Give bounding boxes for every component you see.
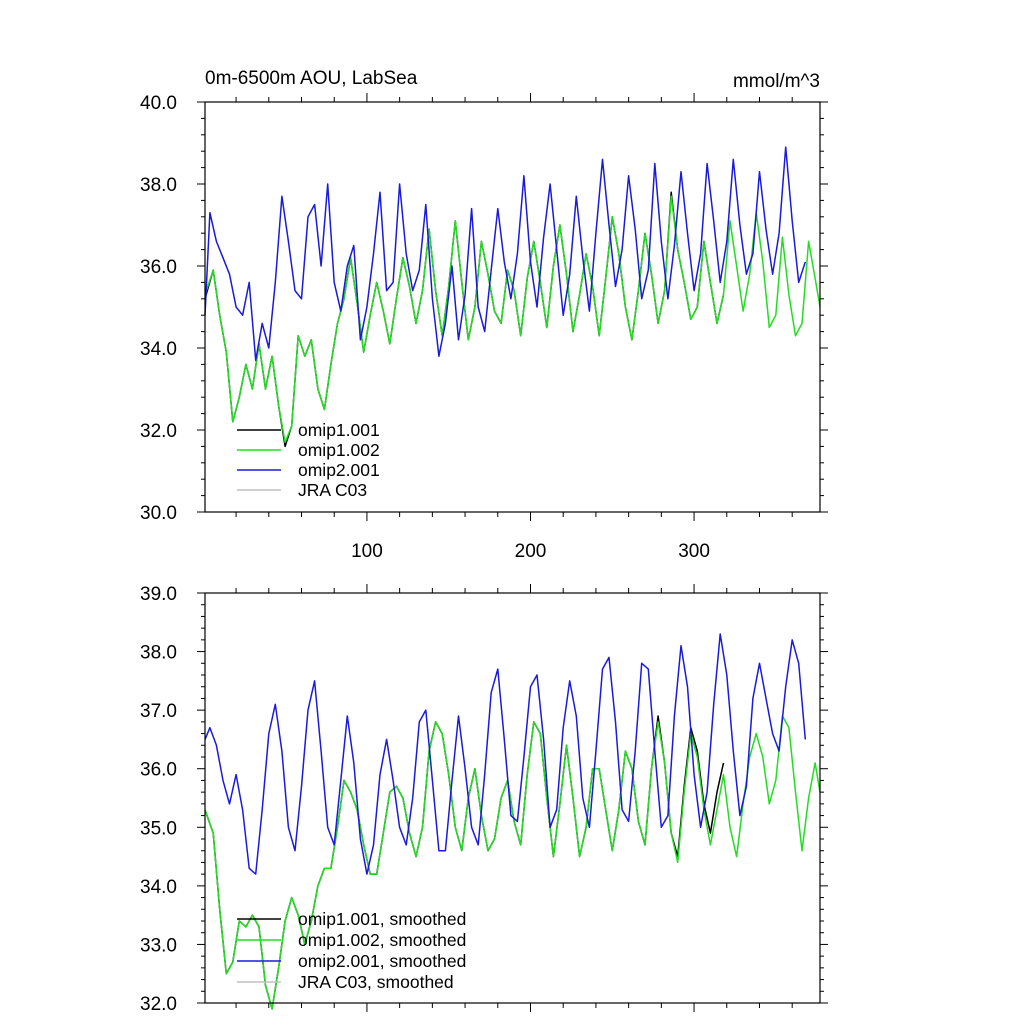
- y-tick-label: 34.0: [140, 339, 177, 360]
- y-tick-label: 37.0: [140, 701, 177, 722]
- y-tick-label: 33.0: [140, 935, 177, 956]
- series-layer: [204, 146, 821, 448]
- top-panel: 0m-6500m AOU, LabSea mmol/m^3 omip1.001o…: [140, 68, 828, 562]
- series-line-1: [204, 195, 821, 444]
- y-tick-label: 35.0: [140, 818, 177, 839]
- series-line-0: [204, 191, 725, 448]
- series-layer: [204, 633, 821, 1010]
- legend-label: omip2.001: [298, 460, 380, 480]
- x-tick-label: 200: [515, 541, 547, 562]
- axis-ticks: 32.0 33.0 34.0 35.0 36.0 37.0 38.0 39.0: [140, 584, 828, 1015]
- y-tick-label: 39.0: [140, 584, 177, 605]
- series-line-1: [204, 715, 821, 1010]
- y-tick-label: 36.0: [140, 760, 177, 781]
- y-tick-label: 30.0: [140, 503, 177, 524]
- plot-frame: [204, 592, 821, 1004]
- y-tick-label: 38.0: [140, 643, 177, 664]
- legend-label: omip1.002: [298, 440, 380, 460]
- y-tick-label: 34.0: [140, 877, 177, 898]
- plot-frame: [204, 101, 821, 513]
- series-line-2: [204, 633, 807, 875]
- legend-label: omip1.001, smoothed: [298, 909, 466, 929]
- y-tick-label: 32.0: [140, 421, 177, 442]
- legend-label: omip1.002, smoothed: [298, 930, 466, 950]
- y-tick-label: 36.0: [140, 257, 177, 278]
- y-tick-label: 40.0: [140, 93, 177, 114]
- chart-title: 0m-6500m AOU, LabSea: [205, 68, 418, 89]
- legend-label: JRA C03, smoothed: [298, 972, 454, 992]
- legend-label: JRA C03: [298, 480, 367, 500]
- series-line-2: [204, 146, 807, 362]
- x-tick-label: 100: [351, 541, 383, 562]
- legend-label: omip2.001, smoothed: [298, 951, 466, 971]
- y-tick-label: 32.0: [140, 994, 177, 1015]
- y-tick-label: 38.0: [140, 175, 177, 196]
- axis-ticks: 30.0 32.0 34.0 36.0 38.0 40.0 100 200 300: [140, 93, 828, 562]
- legend-label: omip1.001: [298, 420, 380, 440]
- units-label: mmol/m^3: [733, 71, 820, 92]
- x-tick-label: 300: [678, 541, 710, 562]
